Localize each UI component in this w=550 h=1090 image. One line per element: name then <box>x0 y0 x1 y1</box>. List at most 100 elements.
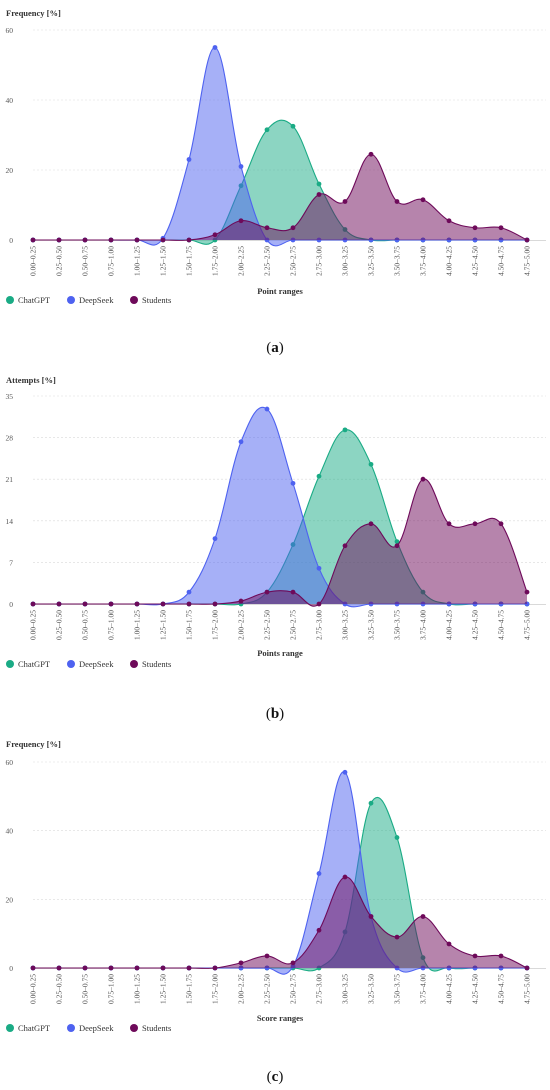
series-students <box>30 476 530 607</box>
x-tick-label: 0.75–1.00 <box>107 974 116 1004</box>
y-tick-label: 0 <box>9 600 13 609</box>
x-tick-label: 1.00–1.25 <box>133 610 142 640</box>
data-point-students <box>316 192 322 197</box>
x-axis-label: Point ranges <box>257 286 303 296</box>
x-tick-label: 2.25–2.50 <box>263 974 272 1004</box>
legend-swatch-chatgpt <box>6 1024 14 1032</box>
data-point-students <box>108 965 114 971</box>
data-point-students <box>56 237 62 243</box>
legend-swatch-students <box>130 296 138 304</box>
legend: ChatGPT DeepSeek Students <box>6 1023 171 1033</box>
x-tick-label: 3.25–3.50 <box>367 246 376 276</box>
legend-item-students: Students <box>130 295 171 305</box>
data-point-students <box>446 218 452 224</box>
x-tick-label: 4.25–4.50 <box>471 246 480 276</box>
legend-label-chatgpt: ChatGPT <box>18 659 51 669</box>
legend: ChatGPT DeepSeek Students <box>6 295 171 305</box>
data-point-deepseek <box>290 480 296 486</box>
x-tick-label: 4.50–4.75 <box>497 610 506 640</box>
data-point-deepseek <box>316 565 322 571</box>
series-line-chatgpt <box>32 796 527 972</box>
x-tick-label: 2.75–3.00 <box>315 974 324 1004</box>
x-tick-label: 3.50–3.75 <box>393 974 402 1004</box>
x-tick-label: 4.50–4.75 <box>497 246 506 276</box>
x-tick-label: 1.50–1.75 <box>185 974 194 1004</box>
x-tick-label: 2.25–2.50 <box>263 610 272 640</box>
y-tick-label: 20 <box>6 895 14 904</box>
x-tick-label: 3.50–3.75 <box>393 610 402 640</box>
data-point-students <box>524 965 530 971</box>
data-point-deepseek <box>264 406 270 412</box>
x-tick-label: 2.75–3.00 <box>315 610 324 640</box>
data-point-students <box>30 965 36 971</box>
legend-item-students: Students <box>130 1023 171 1033</box>
x-tick-label: 0.50–0.75 <box>81 246 90 276</box>
legend: ChatGPT DeepSeek Students <box>6 659 171 669</box>
x-tick-label: 2.75–3.00 <box>315 246 324 276</box>
y-tick-label: 28 <box>6 434 14 443</box>
x-axis-label: Score ranges <box>257 1013 304 1023</box>
legend-item-students: Students <box>130 659 171 669</box>
x-tick-label: 4.75–5.00 <box>523 246 532 276</box>
legend-item-chatgpt: ChatGPT <box>6 659 51 669</box>
x-tick-label: 0.50–0.75 <box>81 974 90 1004</box>
chart-panel-b: Attempts [%] 0 7 14 21 28 35 0.00–0.25 0.25–0.50… <box>6 375 546 722</box>
x-tick-label: 0.25–0.50 <box>55 974 64 1004</box>
x-tick-label: 4.75–5.00 <box>523 974 532 1004</box>
data-point-chatgpt <box>316 473 322 479</box>
series-area-students <box>33 478 527 607</box>
data-point-students <box>134 237 140 243</box>
data-point-students <box>160 601 166 607</box>
data-point-deepseek <box>238 164 244 169</box>
data-point-students <box>342 543 348 549</box>
x-tick-label: 2.50–2.75 <box>289 610 298 640</box>
data-point-students <box>290 225 296 231</box>
data-point-students <box>56 601 62 607</box>
x-tick-label: 1.25–1.50 <box>159 974 168 1004</box>
data-point-students <box>56 965 62 971</box>
x-tick-label: 1.00–1.25 <box>133 246 142 276</box>
legend-swatch-students <box>130 1024 138 1032</box>
x-tick-label: 0.00–0.25 <box>29 974 38 1004</box>
data-point-students <box>30 601 36 607</box>
series-area-chatgpt <box>33 797 527 972</box>
data-point-students <box>264 953 270 959</box>
data-point-deepseek <box>342 769 348 775</box>
y-tick-label: 14 <box>6 517 14 526</box>
panel-caption: (c) <box>267 1069 284 1085</box>
data-point-students <box>108 237 114 243</box>
x-tick-label: 4.75–5.00 <box>523 610 532 640</box>
data-point-students <box>160 965 166 971</box>
x-tick-label: 1.75–2.00 <box>211 610 220 640</box>
x-tick-label: 2.00–2.25 <box>237 610 246 640</box>
data-point-students <box>212 232 218 238</box>
series-line-deepseek <box>32 771 527 975</box>
data-point-students <box>212 965 218 971</box>
legend-swatch-deepseek <box>67 660 75 668</box>
x-axis-label: Points range <box>257 648 303 658</box>
legend-swatch-deepseek <box>67 296 75 304</box>
legend-label-deepseek: DeepSeek <box>79 1023 114 1033</box>
y-tick-label: 40 <box>6 827 14 836</box>
y-axis-label: Frequency [%] <box>6 8 61 18</box>
data-point-students <box>290 960 296 966</box>
x-tick-label: 4.50–4.75 <box>497 974 506 1004</box>
data-point-students <box>82 965 88 971</box>
series-students <box>30 151 530 243</box>
x-tick-label: 3.25–3.50 <box>367 974 376 1004</box>
data-point-students <box>134 965 140 971</box>
data-point-students <box>264 225 270 231</box>
y-tick-label: 35 <box>6 392 14 401</box>
data-point-students <box>498 953 504 959</box>
x-tick-label: 4.25–4.50 <box>471 610 480 640</box>
data-point-students <box>420 476 426 482</box>
data-point-students <box>446 941 452 947</box>
data-point-students <box>368 914 374 919</box>
data-point-students <box>134 601 140 607</box>
data-point-students <box>394 543 400 549</box>
data-point-deepseek <box>186 157 192 162</box>
chart-panel-a: Frequency [%] 0 20 40 60 0.00–0.25 0.25–0.50 0.… <box>6 8 546 356</box>
x-tick-label: 0.75–1.00 <box>107 610 116 640</box>
data-point-students <box>498 521 504 527</box>
